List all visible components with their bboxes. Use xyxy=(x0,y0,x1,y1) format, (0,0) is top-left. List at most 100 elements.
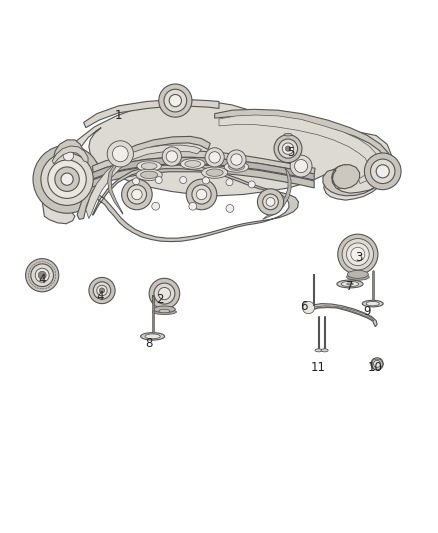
Circle shape xyxy=(99,288,105,293)
Text: 8: 8 xyxy=(145,337,153,350)
Ellipse shape xyxy=(347,283,353,285)
Ellipse shape xyxy=(284,133,292,136)
Ellipse shape xyxy=(152,309,177,314)
Circle shape xyxy=(263,194,279,210)
Circle shape xyxy=(283,143,293,154)
Circle shape xyxy=(162,147,181,166)
Circle shape xyxy=(164,89,187,112)
Circle shape xyxy=(266,198,275,206)
Ellipse shape xyxy=(362,300,383,307)
Circle shape xyxy=(209,152,220,163)
Polygon shape xyxy=(108,161,123,214)
Circle shape xyxy=(41,153,93,205)
Text: 11: 11 xyxy=(311,361,326,374)
Circle shape xyxy=(371,358,383,370)
Circle shape xyxy=(132,189,142,200)
Circle shape xyxy=(149,278,180,309)
Ellipse shape xyxy=(201,167,228,179)
Circle shape xyxy=(33,145,101,213)
Ellipse shape xyxy=(341,281,359,287)
Text: 10: 10 xyxy=(368,361,383,374)
Circle shape xyxy=(226,205,234,212)
Circle shape xyxy=(97,285,107,296)
Ellipse shape xyxy=(136,169,162,181)
Polygon shape xyxy=(306,304,377,327)
Circle shape xyxy=(346,243,369,265)
Circle shape xyxy=(196,189,207,200)
Ellipse shape xyxy=(366,302,379,306)
Circle shape xyxy=(155,176,162,183)
Text: 5: 5 xyxy=(287,146,295,159)
Circle shape xyxy=(227,150,246,169)
Polygon shape xyxy=(215,109,392,196)
Ellipse shape xyxy=(321,349,328,352)
Circle shape xyxy=(25,259,59,292)
Circle shape xyxy=(231,154,242,165)
Polygon shape xyxy=(263,167,291,220)
Ellipse shape xyxy=(315,349,322,352)
Text: 2: 2 xyxy=(156,293,164,306)
Circle shape xyxy=(63,150,74,161)
Circle shape xyxy=(89,277,115,304)
Text: 3: 3 xyxy=(355,251,362,264)
Circle shape xyxy=(154,283,175,304)
Text: 4: 4 xyxy=(39,273,46,286)
Polygon shape xyxy=(219,115,378,183)
Text: 6: 6 xyxy=(300,300,307,313)
Circle shape xyxy=(31,264,53,287)
Circle shape xyxy=(107,141,134,167)
Polygon shape xyxy=(84,100,219,128)
Circle shape xyxy=(374,360,381,367)
Text: 9: 9 xyxy=(364,304,371,318)
Circle shape xyxy=(169,94,181,107)
Ellipse shape xyxy=(337,280,363,288)
Circle shape xyxy=(302,302,314,313)
Circle shape xyxy=(205,148,224,167)
Circle shape xyxy=(202,177,209,184)
Circle shape xyxy=(351,247,365,261)
Ellipse shape xyxy=(137,161,161,171)
Circle shape xyxy=(364,153,401,190)
Polygon shape xyxy=(92,151,315,174)
Circle shape xyxy=(371,159,395,183)
Circle shape xyxy=(35,268,49,282)
Circle shape xyxy=(127,185,147,204)
Circle shape xyxy=(55,167,79,191)
Ellipse shape xyxy=(141,163,157,169)
Circle shape xyxy=(159,84,192,117)
Circle shape xyxy=(166,151,177,162)
Circle shape xyxy=(113,146,128,161)
Ellipse shape xyxy=(206,169,223,176)
Ellipse shape xyxy=(229,164,244,171)
Circle shape xyxy=(290,155,312,177)
Circle shape xyxy=(61,173,73,185)
Text: 1: 1 xyxy=(115,109,122,123)
Polygon shape xyxy=(52,146,88,164)
Circle shape xyxy=(122,179,152,210)
Polygon shape xyxy=(92,165,314,188)
Circle shape xyxy=(158,287,170,300)
Circle shape xyxy=(38,271,46,279)
Circle shape xyxy=(192,185,211,204)
Polygon shape xyxy=(92,157,314,180)
Polygon shape xyxy=(42,101,392,224)
Polygon shape xyxy=(53,140,85,171)
Circle shape xyxy=(186,179,217,210)
Circle shape xyxy=(180,176,187,183)
Ellipse shape xyxy=(224,161,249,172)
Circle shape xyxy=(48,160,86,198)
Circle shape xyxy=(258,189,284,215)
Circle shape xyxy=(342,239,374,270)
Circle shape xyxy=(152,203,159,210)
Polygon shape xyxy=(77,136,210,220)
Text: 4: 4 xyxy=(96,290,104,303)
Ellipse shape xyxy=(185,160,201,167)
Circle shape xyxy=(189,203,197,210)
Circle shape xyxy=(338,234,378,274)
Ellipse shape xyxy=(346,274,369,280)
Polygon shape xyxy=(92,165,298,241)
Ellipse shape xyxy=(347,270,368,278)
Circle shape xyxy=(93,282,111,299)
Text: 7: 7 xyxy=(346,280,354,293)
Circle shape xyxy=(226,179,233,185)
